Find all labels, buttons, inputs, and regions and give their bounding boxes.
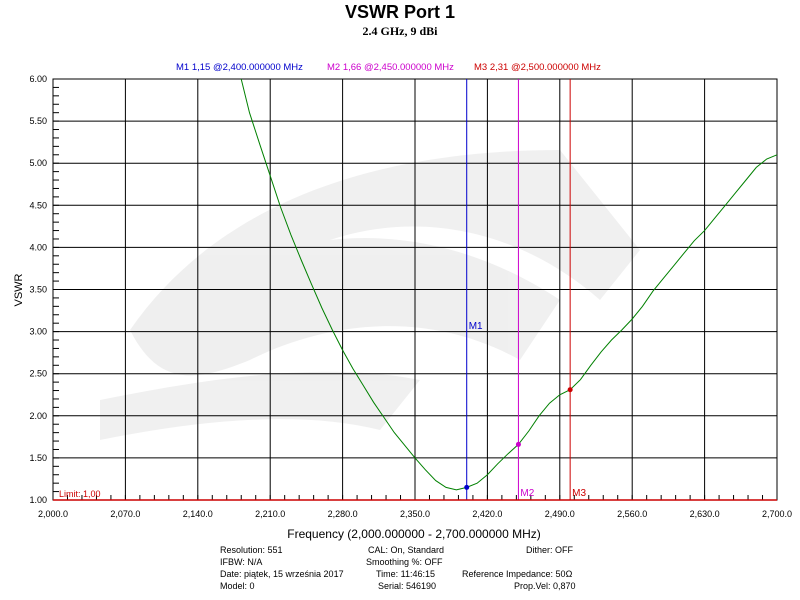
info-serial: Serial: 546190 <box>378 581 437 591</box>
info-dither: Dither: OFF <box>526 545 574 555</box>
y-axis-label: VSWR <box>13 273 25 306</box>
x-tick-label: 2,000.0 <box>38 509 68 519</box>
chart-subtitle: 2.4 GHz, 9 dBi <box>362 24 438 38</box>
grid-lines <box>52 78 778 501</box>
info-date: Date: piątek, 15 września 2017 <box>220 569 344 579</box>
y-tick-label: 3.00 <box>29 327 47 337</box>
info-prop-vel: Prop.Vel: 0,870 <box>514 581 576 591</box>
info-cal: CAL: On, Standard <box>368 545 445 555</box>
y-tick-label: 2.50 <box>29 369 47 379</box>
marker-legend: M1 1,15 @2,400.000000 MHz M2 1,66 @2,450.… <box>176 62 601 73</box>
marker-point-m3 <box>567 387 573 393</box>
marker-point-m1 <box>464 484 470 490</box>
marker-point-m2 <box>515 441 521 447</box>
x-axis-label: Frequency (2,000.000000 - 2,700.000000 M… <box>287 527 541 541</box>
x-tick-label: 2,210.0 <box>255 509 285 519</box>
x-tick-labels: 2,000.0 2,070.0 2,140.0 2,210.0 2,280.0 2,350… <box>38 509 792 519</box>
y-tick-label: 1.50 <box>29 453 47 463</box>
marker-label-m2: M2 <box>520 488 534 499</box>
vswr-series <box>240 78 778 491</box>
marker-legend-m2: M2 1,66 @2,450.000000 MHz <box>327 62 454 73</box>
y-tick-label: 6.00 <box>29 74 47 84</box>
y-tick-label: 3.50 <box>29 285 47 295</box>
info-ref-impedance: Reference Impedance: 50Ω <box>462 569 573 579</box>
y-tick-label: 1.00 <box>29 495 47 505</box>
info-model: Model: 0 <box>220 581 255 591</box>
y-tick-label: 2.00 <box>29 411 47 421</box>
y-tick-label: 4.50 <box>29 200 47 210</box>
y-tick-label: 4.00 <box>29 242 47 252</box>
logo-watermark <box>100 150 640 440</box>
limit-label: Limit: 1,00 <box>59 489 101 499</box>
marker-legend-m1: M1 1,15 @2,400.000000 MHz <box>176 62 303 73</box>
x-tick-label: 2,630.0 <box>690 509 720 519</box>
vswr-curve <box>240 78 778 491</box>
x-tick-label: 2,070.0 <box>110 509 140 519</box>
y-tick-label: 5.00 <box>29 158 47 168</box>
marker-lines <box>466 79 571 500</box>
info-smoothing: Smoothing %: OFF <box>366 557 443 567</box>
x-tick-label: 2,140.0 <box>183 509 213 519</box>
x-tick-label: 2,420.0 <box>472 509 502 519</box>
x-tick-label: 2,700.0 <box>762 509 792 519</box>
x-tick-label: 2,350.0 <box>400 509 430 519</box>
marker-points: M1 M2 M3 <box>464 321 586 499</box>
y-tick-labels: 1.00 1.50 2.00 2.50 3.00 3.50 4.00 4.50 5.00 5.50… <box>29 74 47 505</box>
info-time: Time: 11:46:15 <box>376 569 436 579</box>
y-tick-label: 5.50 <box>29 116 47 126</box>
marker-label-m1: M1 <box>469 321 483 332</box>
marker-legend-m3: M3 2,31 @2,500.000000 MHz <box>474 62 601 73</box>
x-tick-label: 2,560.0 <box>617 509 647 519</box>
x-tick-label: 2,280.0 <box>328 509 358 519</box>
chart-title: VSWR Port 1 <box>344 2 455 22</box>
marker-label-m3: M3 <box>572 488 586 499</box>
info-resolution: Resolution: 551 <box>220 545 283 555</box>
info-ifbw: IFBW: N/A <box>220 557 263 567</box>
x-tick-label: 2,490.0 <box>545 509 575 519</box>
limit-line: Limit: 1,00 <box>53 489 777 501</box>
